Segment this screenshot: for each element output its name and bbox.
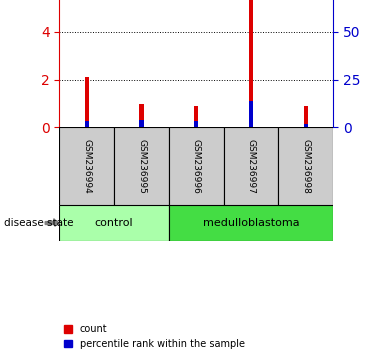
Bar (59, 205, 169, 241)
Bar (194, 121, 198, 127)
Bar (139, 120, 144, 127)
Bar (169, 127, 224, 205)
Text: GSM236995: GSM236995 (137, 139, 146, 194)
Text: control: control (95, 218, 133, 228)
Bar (194, 106, 198, 127)
Bar (139, 103, 144, 127)
Bar (85, 121, 89, 127)
Bar (114, 127, 169, 205)
Bar (249, 101, 253, 127)
Text: GSM236996: GSM236996 (192, 139, 201, 194)
Text: medulloblastoma: medulloblastoma (203, 218, 300, 228)
Text: GSM236997: GSM236997 (247, 139, 255, 194)
Text: GSM236994: GSM236994 (82, 139, 91, 194)
Bar (85, 77, 89, 127)
Bar (249, 0, 253, 127)
Bar (224, 127, 278, 205)
Bar (169, 205, 333, 241)
Bar (59, 127, 114, 205)
Text: GSM236998: GSM236998 (301, 139, 310, 194)
Text: disease state: disease state (4, 218, 73, 228)
Bar (304, 106, 308, 127)
Bar (278, 127, 333, 205)
Legend: count, percentile rank within the sample: count, percentile rank within the sample (64, 324, 245, 349)
Bar (304, 124, 308, 127)
